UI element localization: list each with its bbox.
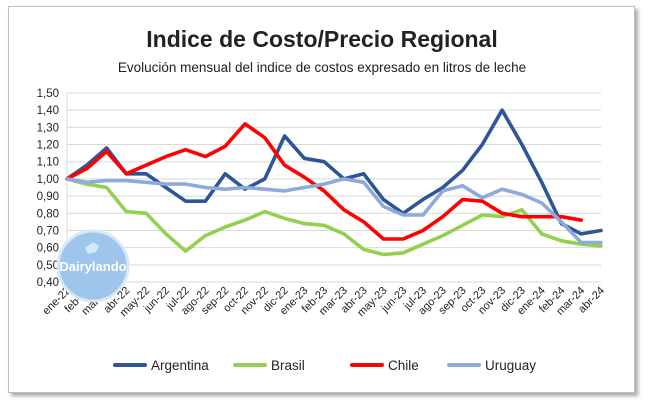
y-tick-label: 0,60: [37, 243, 59, 255]
y-tick-label: 0,70: [37, 225, 59, 237]
y-tick-label: 0,90: [37, 191, 59, 203]
y-tick-label: 1,00: [37, 174, 59, 186]
legend-label-uruguay: Uruguay: [485, 358, 536, 373]
series-line-uruguay: [65, 177, 603, 245]
legend-label-chile: Chile: [388, 358, 419, 373]
y-tick-label: 1,50: [37, 88, 59, 100]
series-line-chile: [65, 122, 584, 241]
gridlines: [66, 92, 601, 283]
logo-cow-icon: [85, 242, 99, 254]
y-tick-label: 1,40: [37, 105, 59, 117]
logo-text: Dairylando: [59, 259, 126, 274]
y-tick-label: 0,50: [37, 260, 59, 272]
y-tick-label: 0,80: [37, 208, 59, 220]
legend-label-argentina: Argentina: [151, 358, 209, 373]
y-tick-label: 1,10: [37, 157, 59, 169]
y-axis-tick-labels: 0,40 0,50 0,60 0,70 0,80 0,90 1,00 1,10 1,20 1,30…: [37, 88, 59, 289]
dairylando-logo: Dairylando: [56, 229, 130, 303]
y-tick-label: 0,40: [37, 277, 59, 289]
series-lines: [65, 108, 603, 257]
legend: Argentina Brasil Chile Uruguay: [113, 358, 536, 373]
legend-label-brasil: Brasil: [271, 358, 305, 373]
chart-subtitle: Evolución mensual del indice de costos e…: [118, 60, 526, 75]
line-chart: Indice de Costo/Precio Regional Evolució…: [37, 26, 608, 373]
logo-circle: [56, 229, 130, 303]
chart-frame: Indice de Costo/Precio Regional Evolució…: [8, 6, 635, 393]
y-tick-label: 1,30: [37, 122, 59, 134]
y-tick-label: 1,20: [37, 140, 59, 152]
chart-title: Indice de Costo/Precio Regional: [146, 26, 497, 52]
series-line-argentina: [65, 108, 603, 236]
x-axis-tick-labels: ene-22feb-22mar-22abr-22may-22jun-22jul-…: [40, 285, 607, 319]
